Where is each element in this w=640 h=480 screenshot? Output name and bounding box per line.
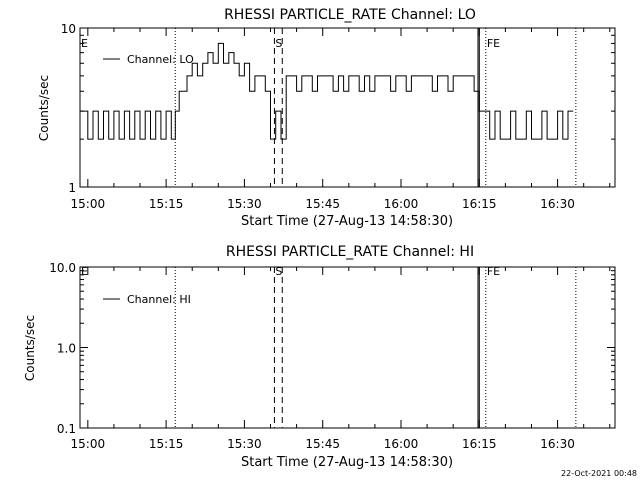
panel-lo-title: RHESSI PARTICLE_RATE Channel: LO	[224, 7, 476, 23]
event-marker-label: E	[81, 265, 88, 278]
y-tick-label: 10	[61, 22, 76, 36]
x-tick-label: 15:00	[71, 197, 106, 211]
x-tick-label: 16:30	[540, 197, 575, 211]
y-tick-label: 0.1	[57, 422, 76, 436]
y-tick-label: 10.0	[49, 261, 76, 275]
panel-lo-series	[80, 42, 574, 140]
panel-lo: RHESSI PARTICLE_RATE Channel: LO 15:00 15…	[37, 7, 616, 229]
x-tick-label: 16:15	[462, 437, 497, 451]
event-marker-label: S	[275, 37, 282, 50]
x-tick-label: 15:15	[149, 437, 184, 451]
x-tick-label: 15:45	[305, 197, 340, 211]
x-tick-label: 16:00	[384, 437, 419, 451]
event-marker-label: FE	[487, 265, 500, 278]
y-tick-label: 1	[68, 181, 76, 195]
event-marker-label: S	[275, 265, 282, 278]
x-tick-label: 15:30	[227, 437, 262, 451]
panel-hi-xlabel: Start Time (27-Aug-13 14:58:30)	[241, 455, 453, 470]
panel-hi-ylabel: Counts/sec	[23, 315, 37, 381]
x-tick-label: 15:45	[305, 437, 340, 451]
event-marker-label: E	[81, 37, 88, 50]
panel-hi-markers: E S FE	[81, 265, 577, 428]
panel-hi-title: RHESSI PARTICLE_RATE Channel: HI	[226, 244, 474, 260]
panel-lo-xlabel: Start Time (27-Aug-13 14:58:30)	[241, 214, 453, 229]
x-tick-label: 15:00	[71, 437, 106, 451]
event-marker-label: FE	[487, 37, 500, 50]
panel-lo-markers: E S FE	[81, 28, 577, 187]
panel-lo-plot-frame	[79, 27, 616, 188]
panel-hi: RHESSI PARTICLE_RATE Channel: HI 15:00 15…	[23, 244, 616, 470]
x-tick-label: 16:00	[384, 197, 419, 211]
x-tick-label: 15:30	[227, 197, 262, 211]
x-tick-label: 16:15	[462, 197, 497, 211]
panel-lo-ylabel: Counts/sec	[37, 75, 51, 141]
y-tick-label: 1.0	[57, 342, 76, 356]
panel-hi-ticks: 15:00 15:15 15:30 15:45 16:00 16:15 16:30 0.1 1.…	[49, 261, 615, 451]
footer-timestamp: 22-Oct-2021 00:48	[561, 469, 637, 478]
panel-lo-legend: Channel: LO	[103, 53, 194, 66]
x-tick-label: 15:15	[149, 197, 184, 211]
panel-lo-legend-label: Channel: LO	[127, 53, 194, 66]
panel-hi-plot-frame	[79, 266, 616, 429]
panel-hi-legend-label: Channel: HI	[127, 293, 191, 306]
series-line	[80, 42, 574, 140]
panel-lo-ticks: 15:00 15:15 15:30 15:45 16:00 16:15 16:30 1 10	[61, 22, 615, 211]
x-tick-label: 16:30	[540, 437, 575, 451]
panel-hi-legend: Channel: HI	[103, 293, 191, 306]
